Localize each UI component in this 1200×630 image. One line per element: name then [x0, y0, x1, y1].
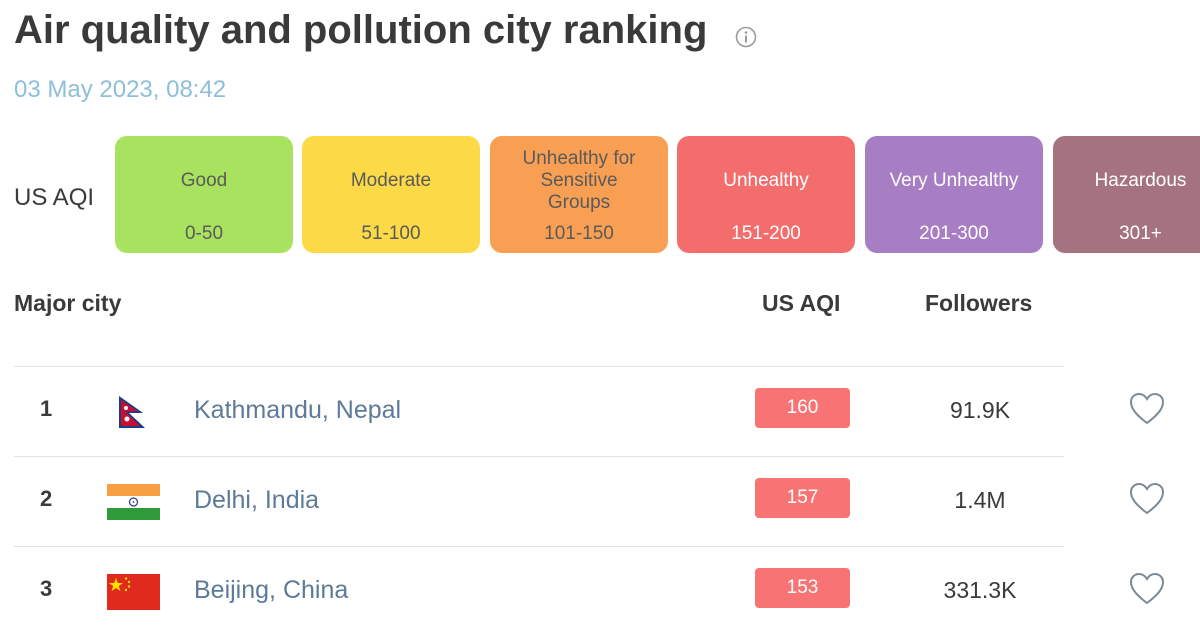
aqi-level-name: Moderate [350, 170, 432, 191]
nepal-flag-icon [119, 396, 145, 428]
aqi-level-very-unhealthy: Very Unhealthy 201-300 [865, 136, 1043, 253]
row-divider [14, 456, 1064, 457]
aqi-value-badge: 157 [755, 478, 850, 518]
aqi-level-name: Very Unhealthy [889, 170, 1019, 191]
rank-number: 2 [40, 486, 53, 511]
page-title: Air quality and pollution city ranking [14, 8, 708, 52]
row-divider [14, 366, 1064, 367]
aqi-level-unhealthy-sensitive: Unhealthy for Sensitive Groups 101-150 [490, 136, 668, 253]
table-row[interactable]: 3 Beijing, China 153 331.3K [0, 547, 1200, 630]
china-flag-icon [107, 574, 160, 610]
rank-number: 1 [40, 396, 53, 421]
aqi-value-badge: 160 [755, 388, 850, 428]
aqi-level-name: Good [180, 170, 228, 191]
row-divider [14, 546, 1064, 547]
aqi-level-name-line: Unhealthy for [522, 148, 636, 169]
heart-icon[interactable] [1129, 392, 1165, 426]
timestamp: 03 May 2023, 08:42 [14, 76, 227, 103]
aqi-level-name: Unhealthy for Sensitive Groups [490, 148, 668, 214]
column-header-aqi[interactable]: US AQI [762, 290, 841, 316]
heart-icon[interactable] [1129, 482, 1165, 516]
table-row[interactable]: 2 Delhi, India 157 1.4M [0, 457, 1200, 547]
aqi-level-good: Good 0-50 [115, 136, 293, 253]
city-link[interactable]: Delhi, India [194, 486, 320, 514]
aqi-level-range: 301+ [1119, 223, 1162, 244]
column-header-city[interactable]: Major city [14, 290, 122, 316]
aqi-level-moderate: Moderate 51-100 [302, 136, 480, 253]
aqi-level-range: 51-100 [361, 223, 421, 244]
info-icon[interactable] [735, 26, 757, 48]
india-flag-icon [107, 484, 160, 520]
city-link[interactable]: Kathmandu, Nepal [194, 396, 402, 424]
heart-icon[interactable] [1129, 572, 1165, 606]
followers-count: 91.9K [949, 397, 1011, 423]
followers-count: 331.3K [943, 577, 1017, 603]
aqi-level-range: 201-300 [919, 223, 989, 244]
city-link[interactable]: Beijing, China [194, 576, 349, 604]
aqi-level-unhealthy: Unhealthy 151-200 [677, 136, 855, 253]
aqi-level-name-line: Sensitive [540, 170, 618, 191]
aqi-scale-label: US AQI [14, 184, 95, 211]
aqi-value-badge: 153 [755, 568, 850, 608]
aqi-level-name: Hazardous [1094, 170, 1187, 191]
aqi-level-range: 151-200 [731, 223, 801, 244]
aqi-level-hazardous: Hazardous 301+ [1053, 136, 1200, 253]
aqi-level-name: Unhealthy [723, 170, 809, 191]
followers-count: 1.4M [954, 487, 1006, 513]
aqi-level-range: 0-50 [184, 223, 224, 244]
rank-number: 3 [40, 576, 53, 601]
table-row[interactable]: 1 Kathmandu, Nepal 160 91.9K [0, 367, 1200, 457]
column-header-followers[interactable]: Followers [925, 290, 1033, 316]
aqi-level-range: 101-150 [544, 223, 614, 244]
aqi-level-name-line: Groups [547, 192, 611, 213]
